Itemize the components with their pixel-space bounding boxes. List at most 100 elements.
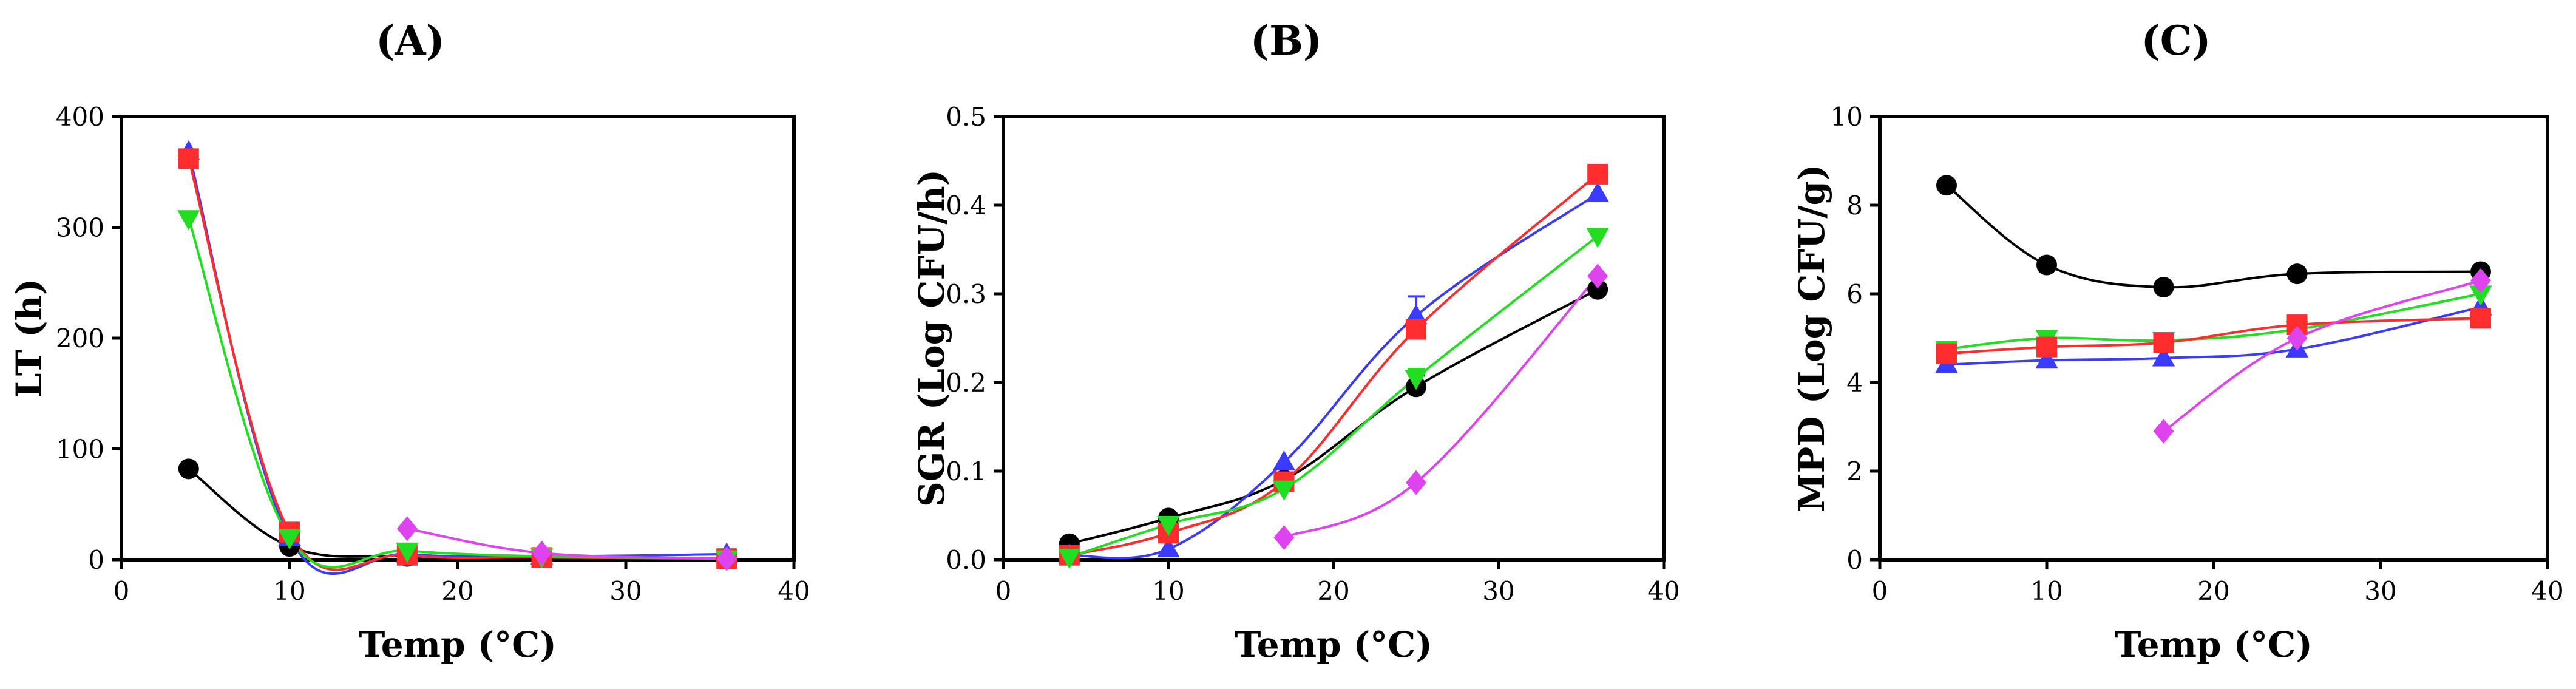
- point-c-green-4: [2469, 285, 2492, 306]
- point-a-red-0: [178, 148, 199, 169]
- y-tick-label-b-0: 0.0: [946, 545, 986, 575]
- point-b-blue-2: [1272, 450, 1296, 470]
- fit-curve-b-red: [1069, 173, 1599, 557]
- series-c-red: [1936, 308, 2491, 364]
- point-c-black-1: [2036, 254, 2057, 276]
- point-c-black-2: [2153, 277, 2174, 298]
- y-tick-label-a-2: 200: [56, 324, 104, 353]
- fit-curve-a-red: [187, 158, 727, 571]
- x-tick-label-b-4: 40: [1647, 576, 1679, 606]
- panel-label-c: (C): [2141, 17, 2211, 64]
- x-tick-label-a-1: 10: [273, 576, 305, 606]
- point-b-red-3: [1406, 319, 1426, 340]
- y-tick-label-a-1: 100: [56, 435, 104, 464]
- y-axis-title-a: LT (h): [8, 279, 50, 398]
- point-c-red-1: [2036, 336, 2057, 358]
- y-tick-label-b-4: 0.4: [946, 191, 986, 220]
- y-tick-label-c-4: 8: [1846, 191, 1863, 220]
- point-b-blue-4: [1586, 182, 1609, 202]
- y-tick-label-c-5: 10: [1831, 102, 1863, 132]
- x-tick-label-c-1: 10: [2030, 576, 2062, 606]
- point-c-black-3: [2286, 263, 2308, 285]
- x-tick-label-b-0: 0: [995, 576, 1012, 606]
- series-a-magenta: [396, 516, 737, 571]
- point-a-green-2: [396, 542, 419, 563]
- point-c-red-0: [1936, 343, 1957, 364]
- point-b-blue-1: [1157, 537, 1180, 558]
- series-c-black: [1936, 175, 2491, 298]
- point-c-blue-1: [2035, 348, 2058, 369]
- series-a-blue: [177, 140, 738, 565]
- x-tick-label-a-4: 40: [778, 576, 810, 606]
- panel-c: (C) 0 10 20 30 40 0 2 4 6 8 10 Temp (°C) MPD (Log CFU…: [1791, 17, 2564, 665]
- panel-label-a: (A): [376, 17, 445, 64]
- point-a-magenta-2: [716, 546, 737, 571]
- point-a-magenta-1: [531, 540, 552, 566]
- y-tick-label-a-0: 0: [88, 545, 104, 575]
- y-tick-label-a-3: 300: [56, 213, 104, 243]
- fit-curve-a-green: [187, 218, 727, 569]
- x-tick-label-b-3: 30: [1482, 576, 1514, 606]
- point-b-red-4: [1587, 163, 1608, 185]
- fit-curve-c-red: [1946, 317, 2481, 355]
- fit-curve-b-blue: [1069, 192, 1599, 560]
- y-tick-label-b-1: 0.1: [946, 457, 986, 486]
- x-tick-label-c-2: 20: [2197, 576, 2229, 606]
- fit-curve-b-magenta: [1283, 275, 1599, 539]
- point-b-green-0: [1058, 549, 1081, 569]
- series-a-green: [177, 210, 738, 571]
- x-tick-label-c-0: 0: [1872, 576, 1888, 606]
- point-c-magenta-0: [2153, 418, 2174, 444]
- x-tick-label-b-2: 20: [1317, 576, 1349, 606]
- x-axis-title-b: Temp (°C): [1235, 624, 1432, 665]
- panel-b: (B) 0 10 20 30 40 0.0 0.1 0.2 0.3 0.4 0.5 Temp (°C) S…: [911, 17, 1680, 665]
- x-tick-label-a-0: 0: [114, 576, 130, 606]
- fit-curve-c-blue: [1946, 305, 2481, 366]
- y-tick-label-c-3: 6: [1846, 279, 1863, 309]
- point-b-green-1: [1157, 516, 1180, 537]
- point-b-magenta-2: [1587, 263, 1608, 289]
- y-tick-label-c-0: 0: [1846, 545, 1863, 575]
- series-c-magenta: [2153, 268, 2491, 444]
- point-b-green-3: [1405, 370, 1428, 390]
- y-tick-label-a-4: 400: [56, 102, 104, 132]
- point-c-red-2: [2153, 332, 2174, 353]
- plot-frame-b: [1002, 115, 1666, 562]
- point-a-green-1: [278, 529, 301, 550]
- y-axis-title-c: MPD (Log CFU/g): [1791, 164, 1832, 512]
- point-a-green-0: [177, 210, 200, 231]
- point-b-green-2: [1272, 480, 1296, 501]
- panel-label-b: (B): [1250, 17, 1322, 64]
- point-c-magenta-2: [2470, 268, 2491, 293]
- point-b-magenta-1: [1406, 470, 1426, 495]
- series-b-green: [1058, 228, 1609, 569]
- y-tick-label-b-2: 0.2: [946, 368, 986, 398]
- point-b-green-4: [1586, 228, 1609, 248]
- series-b-magenta: [1273, 263, 1608, 550]
- point-c-red-4: [2470, 308, 2491, 329]
- y-tick-label-b-3: 0.3: [946, 279, 986, 309]
- point-a-magenta-0: [396, 516, 418, 541]
- point-c-blue-2: [2152, 346, 2175, 367]
- fit-curve-a-blue: [187, 151, 727, 575]
- fit-curve-b-green: [1069, 235, 1599, 558]
- series-a-red: [178, 148, 737, 569]
- x-axis-title-a: Temp (°C): [359, 624, 557, 665]
- point-a-black-0: [178, 458, 199, 480]
- point-c-magenta-1: [2286, 325, 2308, 351]
- x-tick-label-c-4: 40: [2531, 576, 2563, 606]
- x-axis-title-c: Temp (°C): [2115, 624, 2313, 665]
- point-c-black-0: [1936, 175, 1957, 196]
- y-tick-label-c-2: 4: [1846, 368, 1863, 398]
- y-tick-label-c-1: 2: [1846, 457, 1863, 486]
- x-tick-label-c-3: 30: [2364, 576, 2396, 606]
- x-tick-label-b-1: 10: [1152, 576, 1184, 606]
- x-tick-label-a-2: 20: [441, 576, 473, 606]
- series-b-black: [1059, 279, 1608, 554]
- fit-curve-b-black: [1069, 288, 1599, 545]
- y-axis-title-b: SGR (Log CFU/h): [911, 169, 952, 507]
- y-tick-label-b-5: 0.5: [946, 102, 986, 132]
